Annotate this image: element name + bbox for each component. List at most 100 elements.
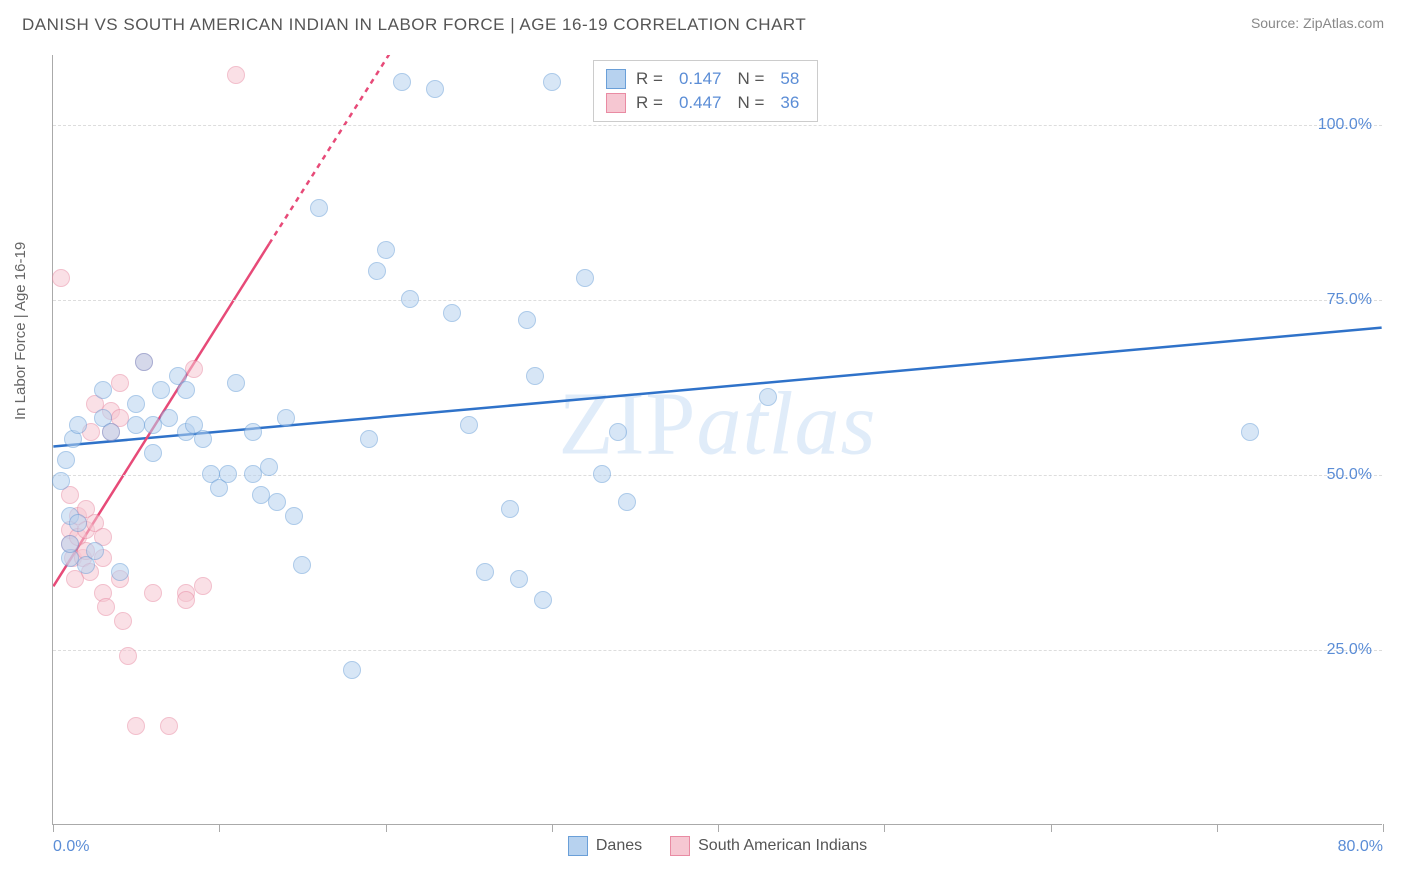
data-point xyxy=(1241,423,1259,441)
data-point xyxy=(501,500,519,518)
data-point xyxy=(160,409,178,427)
y-tick-label: 25.0% xyxy=(1327,641,1372,659)
data-point xyxy=(310,199,328,217)
data-point xyxy=(185,360,203,378)
swatch-sai xyxy=(606,93,626,113)
data-point xyxy=(135,353,153,371)
swatch-sai xyxy=(670,836,690,856)
x-tick xyxy=(1383,824,1384,832)
data-point xyxy=(510,570,528,588)
data-point xyxy=(401,290,419,308)
data-point xyxy=(144,584,162,602)
series-legend: Danes South American Indians xyxy=(53,836,1382,856)
data-point xyxy=(343,661,361,679)
data-point xyxy=(360,430,378,448)
data-point xyxy=(368,262,386,280)
data-point xyxy=(293,556,311,574)
data-point xyxy=(194,577,212,595)
r-label: R = xyxy=(636,93,663,113)
data-point xyxy=(119,647,137,665)
data-point xyxy=(69,514,87,532)
correlation-legend: R = 0.147 N = 58 R = 0.447 N = 36 xyxy=(593,60,818,122)
watermark-atlas: atlas xyxy=(696,375,876,474)
data-point xyxy=(61,535,79,553)
chart-title: DANISH VS SOUTH AMERICAN INDIAN IN LABOR… xyxy=(22,15,806,35)
data-point xyxy=(52,269,70,287)
r-value-sai: 0.447 xyxy=(679,93,722,113)
data-point xyxy=(227,66,245,84)
data-point xyxy=(244,423,262,441)
data-point xyxy=(443,304,461,322)
r-value-danes: 0.147 xyxy=(679,69,722,89)
x-tick xyxy=(53,824,54,832)
legend-row-sai: R = 0.447 N = 36 xyxy=(606,91,805,115)
data-point xyxy=(144,416,162,434)
data-point xyxy=(86,542,104,560)
n-label: N = xyxy=(737,93,764,113)
watermark: ZIPatlas xyxy=(558,373,876,476)
data-point xyxy=(593,465,611,483)
data-point xyxy=(534,591,552,609)
x-tick-label: 80.0% xyxy=(1338,838,1383,856)
data-point xyxy=(127,717,145,735)
y-tick-label: 75.0% xyxy=(1327,291,1372,309)
data-point xyxy=(460,416,478,434)
x-tick-label: 0.0% xyxy=(53,838,89,856)
source-attribution: Source: ZipAtlas.com xyxy=(1251,15,1384,31)
data-point xyxy=(227,374,245,392)
data-point xyxy=(177,591,195,609)
x-tick xyxy=(1051,824,1052,832)
data-point xyxy=(609,423,627,441)
x-tick xyxy=(884,824,885,832)
source-link[interactable]: ZipAtlas.com xyxy=(1303,15,1384,31)
y-tick-label: 100.0% xyxy=(1318,116,1372,134)
y-tick-label: 50.0% xyxy=(1327,466,1372,484)
data-point xyxy=(393,73,411,91)
data-point xyxy=(426,80,444,98)
n-label: N = xyxy=(737,69,764,89)
data-point xyxy=(543,73,561,91)
data-point xyxy=(97,598,115,616)
swatch-danes xyxy=(568,836,588,856)
y-axis-label: In Labor Force | Age 16-19 xyxy=(12,242,29,420)
swatch-danes xyxy=(606,69,626,89)
data-point xyxy=(260,458,278,476)
data-point xyxy=(152,381,170,399)
data-point xyxy=(285,507,303,525)
legend-label-sai: South American Indians xyxy=(698,837,867,855)
legend-row-danes: R = 0.147 N = 58 xyxy=(606,67,805,91)
legend-item-sai: South American Indians xyxy=(670,836,867,856)
data-point xyxy=(252,486,270,504)
r-label: R = xyxy=(636,69,663,89)
data-point xyxy=(268,493,286,511)
data-point xyxy=(759,388,777,406)
data-point xyxy=(127,395,145,413)
gridline xyxy=(53,125,1382,126)
data-point xyxy=(160,717,178,735)
data-point xyxy=(244,465,262,483)
data-point xyxy=(618,493,636,511)
data-point xyxy=(194,430,212,448)
data-point xyxy=(177,381,195,399)
x-tick xyxy=(552,824,553,832)
data-point xyxy=(57,451,75,469)
watermark-zip: ZIP xyxy=(558,375,696,474)
x-tick xyxy=(1217,824,1218,832)
data-point xyxy=(576,269,594,287)
data-point xyxy=(111,563,129,581)
data-point xyxy=(476,563,494,581)
x-tick xyxy=(386,824,387,832)
data-point xyxy=(377,241,395,259)
data-point xyxy=(111,374,129,392)
gridline xyxy=(53,300,1382,301)
data-point xyxy=(94,381,112,399)
data-point xyxy=(114,612,132,630)
x-tick xyxy=(718,824,719,832)
legend-item-danes: Danes xyxy=(568,836,642,856)
source-prefix: Source: xyxy=(1251,15,1303,31)
data-point xyxy=(102,423,120,441)
data-point xyxy=(127,416,145,434)
data-point xyxy=(144,444,162,462)
data-point xyxy=(518,311,536,329)
plot-area: ZIPatlas R = 0.147 N = 58 R = 0.447 N = … xyxy=(52,55,1382,825)
